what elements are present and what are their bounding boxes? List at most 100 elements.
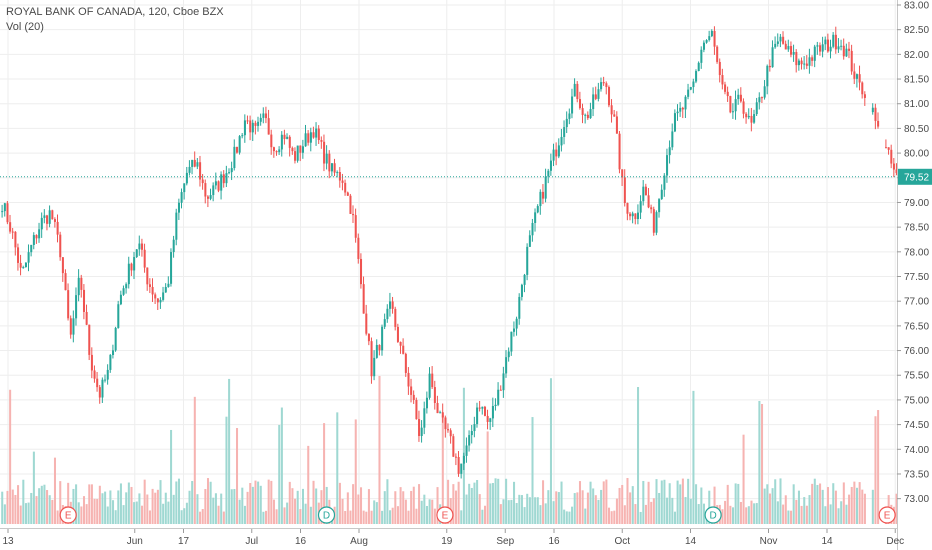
candle-body	[433, 387, 436, 403]
candle-body	[832, 34, 835, 47]
volume-bar	[750, 500, 753, 524]
volume-bar	[644, 504, 647, 524]
candle-body	[312, 132, 315, 138]
candle-body	[497, 389, 500, 405]
candle-body	[172, 239, 175, 253]
price-axis[interactable]: 83.0082.5082.0081.5081.0080.5080.0079.50…	[897, 0, 932, 550]
candle-body	[85, 311, 88, 325]
candle-body	[871, 107, 874, 113]
volume-bar	[607, 507, 611, 524]
volume-bar	[731, 507, 735, 524]
candle-body	[53, 219, 57, 222]
candle-body	[895, 169, 898, 173]
volume-bar	[695, 484, 698, 524]
volume-bar	[816, 484, 819, 524]
candle-body	[816, 45, 819, 47]
time-tick-label: 19	[441, 536, 453, 547]
candle-body	[811, 57, 814, 61]
volume-bar	[346, 492, 349, 524]
candle-body	[689, 87, 692, 90]
time-tick-label: 13	[2, 536, 14, 547]
time-tick-label: 14	[821, 536, 833, 547]
dividend-marker[interactable]: D	[317, 506, 336, 524]
volume-bar	[552, 501, 555, 524]
candle-body	[652, 209, 655, 233]
candle-body	[125, 284, 128, 289]
candle-body	[647, 195, 650, 208]
volume-bar	[515, 502, 518, 524]
candle-body	[824, 39, 827, 45]
candle-body	[201, 179, 204, 184]
candle-body	[483, 406, 487, 416]
marker-letter: D	[323, 511, 330, 522]
volume-bar	[639, 511, 642, 524]
candle-body	[771, 47, 774, 68]
candle-body	[618, 133, 621, 170]
volume-bar	[415, 508, 418, 524]
earnings-marker[interactable]: E	[59, 506, 77, 524]
candle-body	[236, 146, 239, 153]
time-tick-label: 17	[178, 536, 190, 547]
candle-body	[291, 147, 294, 152]
candle-body	[325, 153, 328, 164]
candle-body	[784, 43, 787, 50]
candle-body	[684, 96, 687, 110]
volume-bar	[753, 503, 756, 524]
volume-bar	[745, 507, 748, 524]
candle-body	[148, 284, 151, 287]
volume-bar	[481, 509, 484, 524]
time-axis[interactable]: 13 Jun 17 Jul 16 Aug 19 Sep 16 Oct 14 Nov 14 Dec	[0, 528, 904, 550]
candle-body	[59, 234, 62, 258]
candle-body	[489, 418, 492, 422]
volume-bar	[784, 495, 787, 524]
candle-body	[505, 357, 508, 374]
candle-body	[428, 373, 431, 398]
candle-body	[520, 284, 523, 297]
volume-bar	[700, 487, 703, 524]
candle-body	[892, 163, 895, 170]
volume-bar	[114, 510, 117, 524]
volume-bar	[389, 510, 392, 524]
candle-body	[1, 211, 4, 213]
candle-body	[713, 30, 716, 47]
candle-body	[454, 456, 458, 458]
candle-body	[362, 284, 365, 314]
volume-bar	[257, 481, 260, 524]
volume-bar	[497, 478, 500, 524]
candle-body	[251, 122, 254, 133]
volume-bar	[251, 486, 254, 524]
candle-body	[175, 212, 178, 240]
candle-body	[80, 277, 83, 290]
volume-bar	[378, 375, 381, 524]
candle-body	[257, 121, 260, 126]
volume-bar	[428, 499, 431, 524]
candle-body	[692, 81, 695, 88]
last-price-tag	[898, 168, 932, 185]
candle-body	[349, 195, 352, 214]
candle-body	[77, 277, 80, 296]
candle-body	[542, 191, 545, 199]
candle-body	[217, 181, 220, 191]
price-tick-label: 80.00	[904, 149, 929, 160]
volume-bar	[452, 484, 455, 524]
volume-bar	[170, 429, 173, 524]
candle-body	[679, 107, 682, 112]
volume-bar	[824, 506, 827, 524]
candle-body	[278, 149, 281, 153]
volume-bar	[296, 490, 299, 524]
candle-body	[93, 370, 96, 379]
volume-bar	[236, 428, 239, 524]
earnings-marker[interactable]: E	[436, 506, 454, 524]
volume-bar	[191, 481, 194, 524]
volume-bar	[402, 491, 405, 524]
dividend-marker[interactable]: D	[704, 506, 722, 524]
volume-bar	[109, 490, 112, 524]
volume-bar	[724, 500, 727, 524]
candle-body	[199, 162, 202, 180]
candle-body	[11, 231, 14, 233]
candle-body	[267, 118, 270, 135]
volume-bar	[805, 505, 808, 524]
earnings-marker[interactable]: E	[878, 506, 896, 524]
